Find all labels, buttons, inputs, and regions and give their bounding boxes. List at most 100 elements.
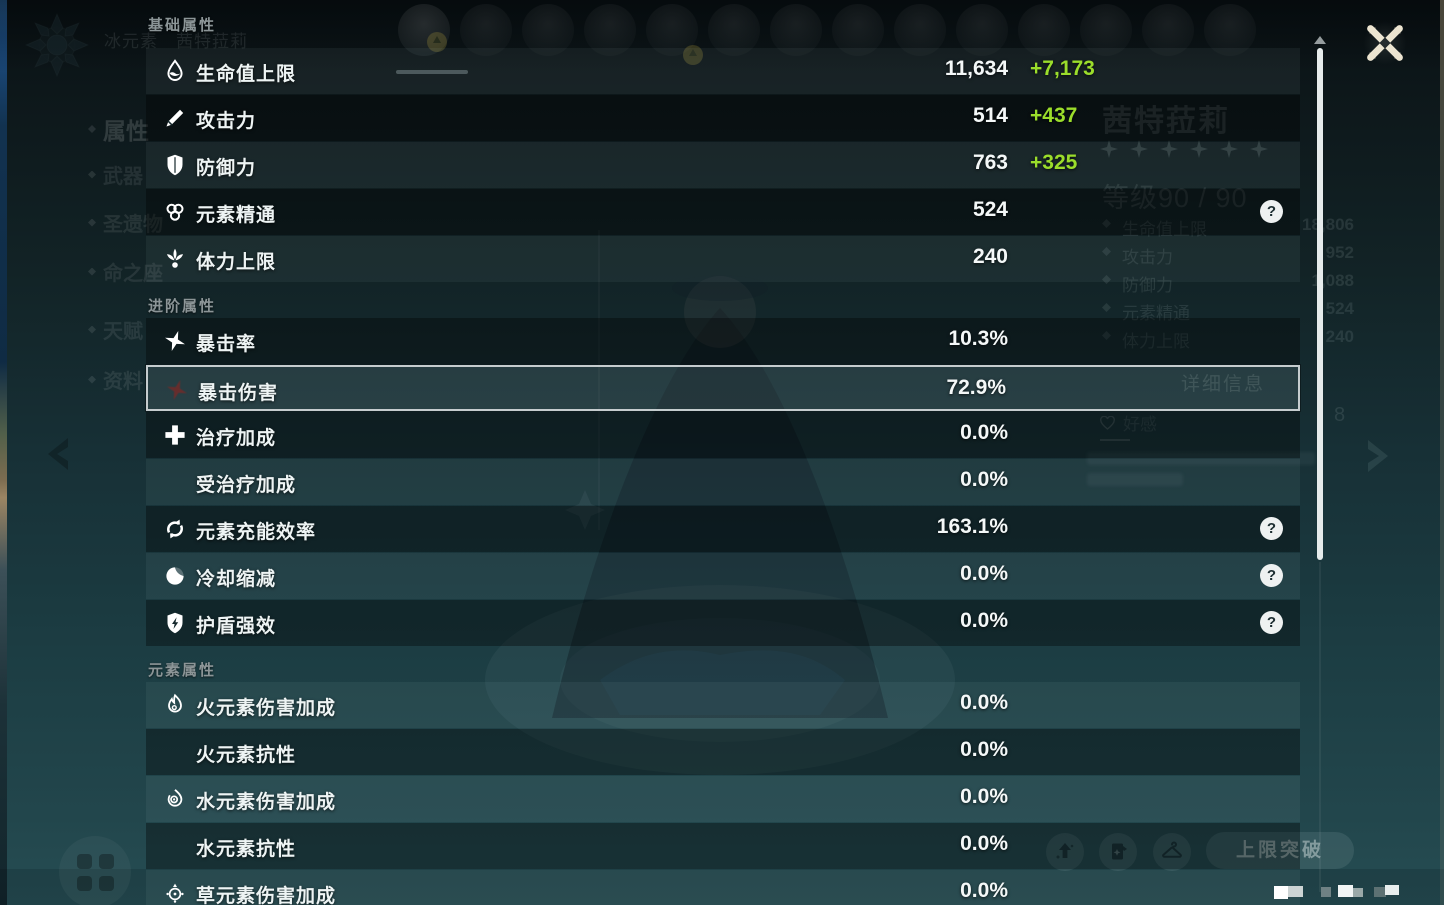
menu-item-5[interactable]: 天赋 bbox=[88, 315, 143, 344]
stat-row-incoming-healing[interactable]: 受治疗加成 0.0% bbox=[146, 459, 1300, 505]
stat-value: 0.0% bbox=[960, 832, 1008, 855]
party-portrait[interactable] bbox=[522, 4, 574, 56]
stat-row-shield-strength[interactable]: 护盾强效 0.0% ? bbox=[146, 600, 1300, 646]
party-portrait[interactable] bbox=[646, 4, 698, 56]
help-icon[interactable]: ? bbox=[1260, 564, 1283, 587]
stamina-icon bbox=[163, 247, 187, 271]
menu-item-1[interactable]: 属性 bbox=[88, 112, 149, 146]
crit-rate-icon bbox=[163, 329, 187, 353]
background-number-fragment: 8 bbox=[1334, 404, 1346, 426]
stat-row-hp[interactable]: 生命值上限 11,634 +7,173 bbox=[146, 48, 1300, 94]
stat-label: 暴击率 bbox=[196, 334, 257, 355]
scrollbar-up-arrow[interactable] bbox=[1314, 36, 1326, 44]
screen-artifact bbox=[1353, 888, 1363, 897]
friendship-label: 好感 bbox=[1100, 410, 1157, 435]
talent-book-button[interactable] bbox=[1099, 833, 1137, 871]
energy-recharge-icon bbox=[163, 517, 187, 541]
shield-strength-icon bbox=[163, 611, 187, 635]
stat-row-dendro-dmg-bonus[interactable]: 草元素伤害加成 0.0% bbox=[146, 870, 1300, 905]
stat-value: 524 bbox=[972, 198, 1008, 221]
top-shade bbox=[0, 0, 1444, 72]
section-header: 基础属性 bbox=[148, 17, 217, 34]
grid-menu-button[interactable] bbox=[59, 836, 131, 905]
party-portrait[interactable] bbox=[956, 4, 1008, 56]
party-portrait[interactable] bbox=[1142, 4, 1194, 56]
background-stat-row: 生命值上限 18,806 bbox=[1100, 212, 1354, 240]
menu-item-3[interactable]: 圣遗物 bbox=[88, 208, 163, 237]
scrollbar-thumb[interactable] bbox=[1317, 48, 1323, 560]
stat-label: 攻击力 bbox=[196, 111, 257, 132]
stat-row-stamina[interactable]: 体力上限 240 bbox=[146, 236, 1300, 282]
stat-value: 514 bbox=[972, 104, 1008, 127]
party-portrait[interactable] bbox=[398, 4, 450, 56]
help-icon[interactable]: ? bbox=[1260, 200, 1283, 223]
stat-label: 治疗加成 bbox=[196, 428, 277, 449]
stat-label: 火元素伤害加成 bbox=[196, 698, 337, 719]
ascend-limit-button[interactable]: 上限突破 bbox=[1206, 832, 1354, 869]
stat-row-energy-recharge[interactable]: 元素充能效率 163.1% ? bbox=[146, 506, 1300, 552]
heart-icon bbox=[1100, 415, 1115, 430]
faint-description-line bbox=[1087, 452, 1315, 465]
stat-row-crit-dmg[interactable]: 暴击伤害 72.9% bbox=[146, 365, 1300, 411]
close-button[interactable] bbox=[1360, 18, 1410, 68]
stat-row-crit-rate[interactable]: 暴击率 10.3% bbox=[146, 318, 1300, 364]
party-portrait[interactable] bbox=[1080, 4, 1132, 56]
stat-label: 受治疗加成 bbox=[196, 475, 297, 496]
screen-artifact bbox=[1288, 886, 1303, 897]
stat-row-healing-bonus[interactable]: 治疗加成 0.0% bbox=[146, 412, 1300, 458]
stat-row-atk[interactable]: 攻击力 514 +437 bbox=[146, 95, 1300, 141]
background-stat-row: 攻击力 952 bbox=[1100, 240, 1354, 268]
stat-row-pyro-res[interactable]: 火元素抗性 0.0% bbox=[146, 729, 1300, 775]
diamond-bullet-icon bbox=[88, 125, 96, 133]
stat-label: 冷却缩减 bbox=[196, 569, 277, 590]
stat-row-def[interactable]: 防御力 763 +325 bbox=[146, 142, 1300, 188]
background-stat-row: 体力上限 240 bbox=[1100, 324, 1354, 352]
stat-value: 0.0% bbox=[960, 738, 1008, 761]
stat-value: 0.0% bbox=[960, 879, 1008, 902]
help-icon[interactable]: ? bbox=[1260, 517, 1283, 540]
party-portrait[interactable] bbox=[894, 4, 946, 56]
book-star-icon bbox=[1112, 843, 1127, 860]
section-header: 进阶属性 bbox=[148, 298, 217, 315]
menu-item-label: 天赋 bbox=[103, 321, 143, 343]
stat-value: 0.0% bbox=[960, 785, 1008, 808]
scrollbar-track[interactable] bbox=[1319, 562, 1321, 892]
stat-row-cd-reduction[interactable]: 冷却缩减 0.0% ? bbox=[146, 553, 1300, 599]
party-portrait[interactable] bbox=[460, 4, 512, 56]
details-info-label: 详细信息 bbox=[1180, 374, 1265, 395]
stat-row-hydro-dmg-bonus[interactable]: 水元素伤害加成 0.0% bbox=[146, 776, 1300, 822]
stat-bonus-value: +325 bbox=[1030, 151, 1078, 174]
stat-label: 元素精通 bbox=[196, 205, 277, 226]
stat-bonus-value: +7,173 bbox=[1030, 57, 1095, 80]
faint-description-line bbox=[1087, 473, 1183, 486]
stat-label: 水元素抗性 bbox=[196, 839, 297, 860]
stat-row-hydro-res[interactable]: 水元素抗性 0.0% bbox=[146, 823, 1300, 869]
party-portrait[interactable] bbox=[708, 4, 760, 56]
party-portrait[interactable] bbox=[770, 4, 822, 56]
hp-icon bbox=[163, 59, 187, 83]
party-portrait[interactable] bbox=[1018, 4, 1070, 56]
page-right-arrow-icon[interactable] bbox=[1366, 438, 1392, 474]
stat-value: 0.0% bbox=[960, 468, 1008, 491]
diamond-bullet-icon bbox=[88, 218, 96, 227]
stat-value: 72.9% bbox=[946, 376, 1006, 399]
party-portrait[interactable] bbox=[832, 4, 884, 56]
elemental-mastery-icon bbox=[163, 200, 187, 224]
stat-value: 163.1% bbox=[936, 515, 1008, 538]
crit-dmg-icon bbox=[165, 378, 189, 402]
outfit-button[interactable] bbox=[1153, 833, 1191, 871]
stat-row-elemental-mastery[interactable]: 元素精通 524 ? bbox=[146, 189, 1300, 235]
level-up-button[interactable] bbox=[1046, 833, 1084, 871]
background-character-name: 茜特菈莉 bbox=[1102, 105, 1230, 138]
stat-row-pyro-dmg-bonus[interactable]: 火元素伤害加成 0.0% bbox=[146, 682, 1300, 728]
party-portrait[interactable] bbox=[1204, 4, 1256, 56]
stat-value: 10.3% bbox=[948, 327, 1008, 350]
menu-item-6[interactable]: 资料 bbox=[88, 365, 143, 394]
party-portrait[interactable] bbox=[584, 4, 636, 56]
help-icon[interactable]: ? bbox=[1260, 611, 1283, 634]
menu-item-label: 资料 bbox=[103, 371, 143, 393]
pyro-dmg-bonus-icon bbox=[163, 693, 187, 717]
menu-item-2[interactable]: 武器 bbox=[88, 160, 143, 189]
page-left-arrow-icon[interactable] bbox=[44, 436, 70, 472]
menu-item-4[interactable]: 命之座 bbox=[88, 257, 163, 286]
